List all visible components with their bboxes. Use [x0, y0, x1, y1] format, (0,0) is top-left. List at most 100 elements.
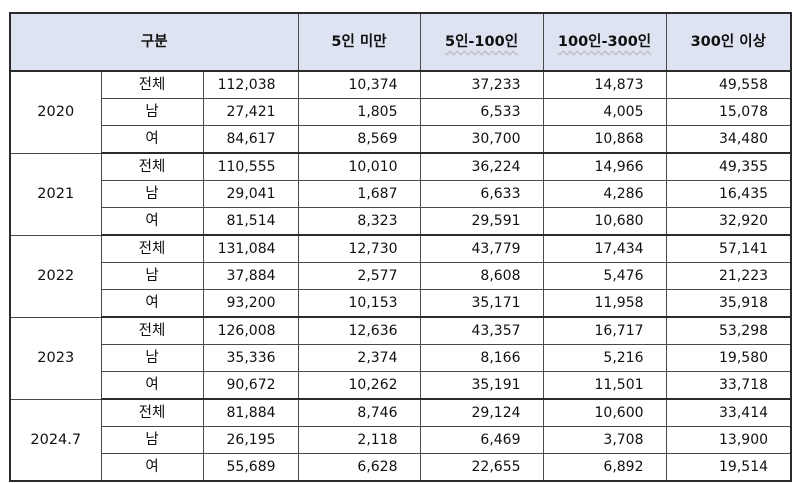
gender-cell: 여: [100, 207, 204, 236]
total-cell: 131,084: [202, 234, 299, 263]
under5-cell: 1,805: [297, 98, 421, 126]
gender-cell: 전체: [100, 234, 204, 263]
year-cell: 2021: [9, 152, 102, 236]
s5-100-cell: 29,591: [419, 207, 544, 236]
table-row: 남 29,041 1,687 6,633 4,286 16,435: [10, 180, 792, 208]
gender-cell: 여: [100, 453, 204, 482]
under5-cell: 2,577: [297, 262, 421, 290]
under5-cell: 12,730: [297, 234, 421, 263]
table-body: 2020 전체 112,038 10,374 37,233 14,873 49,558 남 27…: [9, 70, 792, 482]
gender-cell: 전체: [100, 316, 204, 345]
gender-cell: 남: [100, 426, 204, 454]
year-cell: 2023: [9, 316, 102, 400]
under5-cell: 12,636: [297, 316, 421, 345]
gender-cell: 전체: [100, 152, 204, 181]
s100-300-cell: 14,873: [542, 70, 667, 99]
s100-300-cell: 16,717: [542, 316, 667, 345]
s300plus-cell: 16,435: [665, 180, 792, 208]
table-row: 2022 전체 131,084 12,730 43,779 17,434 57,141: [9, 234, 792, 318]
table-row: 여 55,689 6,628 22,655 6,892 19,514: [10, 453, 792, 482]
table-row: 남 27,421 1,805 6,533 4,005 15,078: [10, 98, 792, 126]
under5-cell: 10,010: [297, 152, 421, 181]
s100-300-cell: 4,286: [542, 180, 667, 208]
gender-cell: 여: [100, 125, 204, 154]
total-cell: 35,336: [202, 344, 299, 372]
s100-300-cell: 14,966: [542, 152, 667, 181]
under5-cell: 2,118: [297, 426, 421, 454]
s300plus-cell: 34,480: [665, 125, 792, 154]
total-cell: 90,672: [202, 371, 299, 400]
table-row: 남 37,884 2,577 8,608 5,476 21,223: [10, 262, 792, 290]
s300plus-cell: 21,223: [665, 262, 792, 290]
s300plus-cell: 49,558: [665, 70, 792, 99]
table-row: 여 84,617 8,569 30,700 10,868 34,480: [10, 125, 792, 154]
gender-cell: 남: [100, 262, 204, 290]
total-cell: 29,041: [202, 180, 299, 208]
s300plus-cell: 33,414: [665, 398, 792, 427]
s100-300-cell: 10,680: [542, 207, 667, 236]
s300plus-cell: 53,298: [665, 316, 792, 345]
header-300plus: 300인 이상: [665, 12, 792, 72]
gender-cell: 남: [100, 180, 204, 208]
s100-300-cell: 10,600: [542, 398, 667, 427]
under5-cell: 1,687: [297, 180, 421, 208]
s300plus-cell: 13,900: [665, 426, 792, 454]
s5-100-cell: 43,357: [419, 316, 544, 345]
gender-cell: 전체: [100, 70, 204, 99]
table-row: 여 81,514 8,323 29,591 10,680 32,920: [10, 207, 792, 236]
header-under5: 5인 미만: [297, 12, 421, 72]
s300plus-cell: 19,580: [665, 344, 792, 372]
s5-100-cell: 8,608: [419, 262, 544, 290]
s100-300-cell: 4,005: [542, 98, 667, 126]
s100-300-cell: 11,501: [542, 371, 667, 400]
total-cell: 93,200: [202, 289, 299, 318]
year-cell: 2024.7: [9, 398, 102, 482]
s5-100-cell: 6,469: [419, 426, 544, 454]
year-cell: 2020: [9, 70, 102, 154]
total-cell: 112,038: [202, 70, 299, 99]
under5-cell: 10,262: [297, 371, 421, 400]
s5-100-cell: 6,633: [419, 180, 544, 208]
total-cell: 84,617: [202, 125, 299, 154]
s5-100-cell: 36,224: [419, 152, 544, 181]
s100-300-cell: 10,868: [542, 125, 667, 154]
total-cell: 126,008: [202, 316, 299, 345]
s5-100-cell: 29,124: [419, 398, 544, 427]
s5-100-cell: 30,700: [419, 125, 544, 154]
table-row: 2021 전체 110,555 10,010 36,224 14,966 49,355: [9, 152, 792, 236]
table-row: 남 26,195 2,118 6,469 3,708 13,900: [10, 426, 792, 454]
header-category: 구분: [9, 12, 299, 72]
gender-cell: 전체: [100, 398, 204, 427]
s100-300-cell: 11,958: [542, 289, 667, 318]
under5-cell: 8,746: [297, 398, 421, 427]
gender-cell: 여: [100, 289, 204, 318]
total-cell: 81,514: [202, 207, 299, 236]
year-cell: 2022: [9, 234, 102, 318]
table-row: 여 90,672 10,262 35,191 11,501 33,718: [10, 371, 792, 400]
total-cell: 55,689: [202, 453, 299, 482]
table-row: 남 35,336 2,374 8,166 5,216 19,580: [10, 344, 792, 372]
gender-cell: 여: [100, 371, 204, 400]
gender-cell: 남: [100, 98, 204, 126]
under5-cell: 6,628: [297, 453, 421, 482]
s300plus-cell: 35,918: [665, 289, 792, 318]
s300plus-cell: 32,920: [665, 207, 792, 236]
s300plus-cell: 19,514: [665, 453, 792, 482]
s300plus-cell: 57,141: [665, 234, 792, 263]
table-row: 2024.7 전체 81,884 8,746 29,124 10,600 33,414: [9, 398, 792, 482]
s5-100-cell: 43,779: [419, 234, 544, 263]
total-cell: 110,555: [202, 152, 299, 181]
s5-100-cell: 37,233: [419, 70, 544, 99]
header-100-300: 100인-300인: [542, 12, 667, 72]
s5-100-cell: 22,655: [419, 453, 544, 482]
s300plus-cell: 15,078: [665, 98, 792, 126]
statistics-table: 구분 5인 미만 5인-100인 100인-300인 300인 이상 2020 전…: [9, 12, 793, 482]
total-cell: 26,195: [202, 426, 299, 454]
s100-300-cell: 5,476: [542, 262, 667, 290]
gender-cell: 남: [100, 344, 204, 372]
total-cell: 27,421: [202, 98, 299, 126]
s100-300-cell: 17,434: [542, 234, 667, 263]
s300plus-cell: 49,355: [665, 152, 792, 181]
table-row: 여 93,200 10,153 35,171 11,958 35,918: [10, 289, 792, 318]
s5-100-cell: 35,171: [419, 289, 544, 318]
